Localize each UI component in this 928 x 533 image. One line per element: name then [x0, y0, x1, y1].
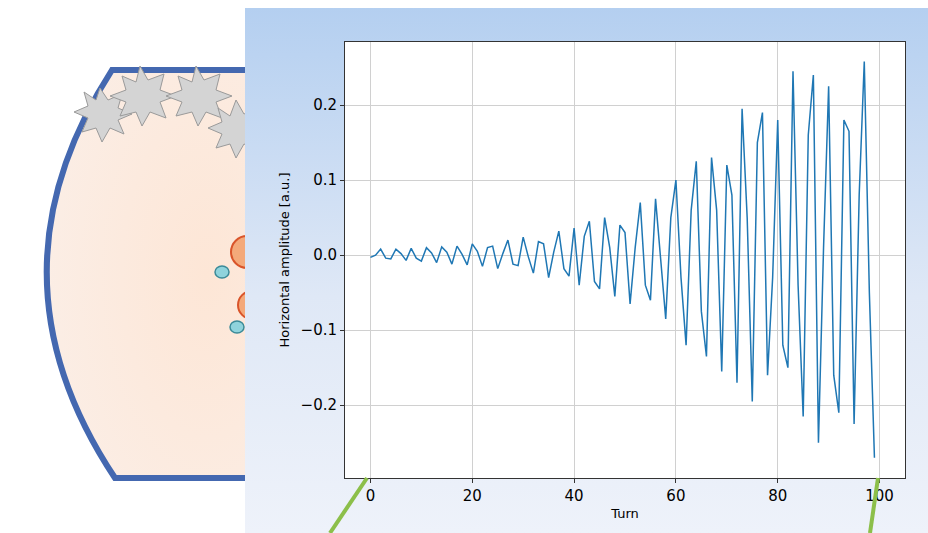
svg-text:0.0: 0.0 [313, 246, 337, 264]
svg-text:0.2: 0.2 [313, 96, 337, 114]
svg-text:Horizontal amplitude [a.u.]: Horizontal amplitude [a.u.] [277, 173, 292, 348]
svg-text:20: 20 [463, 487, 482, 505]
svg-text:40: 40 [565, 487, 584, 505]
svg-text:100: 100 [865, 487, 894, 505]
svg-text:0.1: 0.1 [313, 171, 337, 189]
svg-text:−0.2: −0.2 [301, 396, 337, 414]
svg-text:−0.1: −0.1 [301, 321, 337, 339]
svg-text:60: 60 [666, 487, 685, 505]
svg-text:80: 80 [768, 487, 787, 505]
svg-text:Turn: Turn [610, 506, 639, 521]
svg-text:0: 0 [366, 487, 376, 505]
